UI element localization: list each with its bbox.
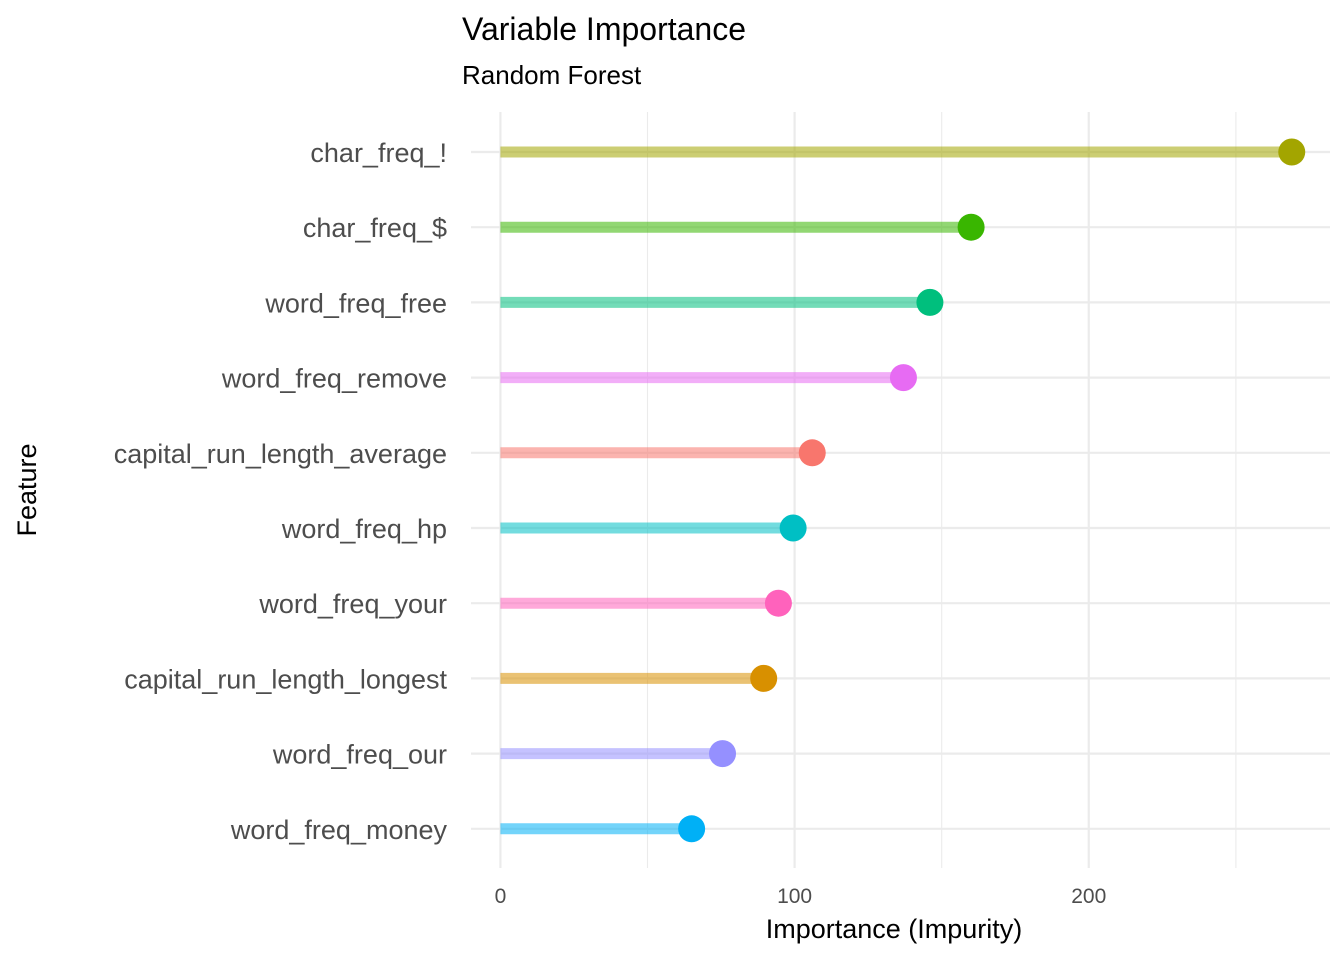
chart-title: Variable Importance: [462, 11, 746, 47]
y-tick-label: capital_run_length_longest: [124, 664, 447, 694]
y-tick-label: word_freq_free: [264, 288, 447, 318]
chart-marks: [500, 138, 1306, 843]
y-tick-label: word_freq_hp: [281, 514, 447, 544]
lollipop-point: [1278, 138, 1306, 166]
x-tick-label: 100: [777, 885, 812, 908]
lollipop-point: [916, 288, 944, 316]
lollipop-point: [764, 589, 792, 617]
lollipop-point: [889, 364, 917, 392]
x-tick-label: 0: [495, 885, 507, 908]
y-tick-label: char_freq_$: [303, 213, 447, 243]
lollipop-point: [709, 740, 737, 768]
y-tick-label: char_freq_!: [310, 138, 447, 168]
y-tick-label: word_freq_our: [272, 740, 447, 770]
x-axis-title: Importance (Impurity): [766, 914, 1023, 944]
y-tick-label: capital_run_length_average: [114, 439, 447, 469]
y-tick-label: word_freq_your: [258, 589, 447, 619]
x-tick-labels: 0 100 200: [495, 885, 1107, 908]
chart-subtitle: Random Forest: [462, 60, 642, 90]
y-axis-title: Feature: [12, 443, 42, 536]
x-tick-label: 200: [1071, 885, 1106, 908]
y-tick-label: word_freq_remove: [221, 364, 447, 394]
y-tick-label: word_freq_money: [230, 815, 448, 845]
y-tick-labels: char_freq_! char_freq_$ word_freq_freeword…: [114, 138, 448, 845]
lollipop-point: [779, 514, 807, 542]
lollipop-point: [798, 439, 826, 467]
lollipop-point: [678, 815, 706, 843]
lollipop-point: [957, 213, 985, 241]
lollipop-point: [750, 664, 778, 692]
